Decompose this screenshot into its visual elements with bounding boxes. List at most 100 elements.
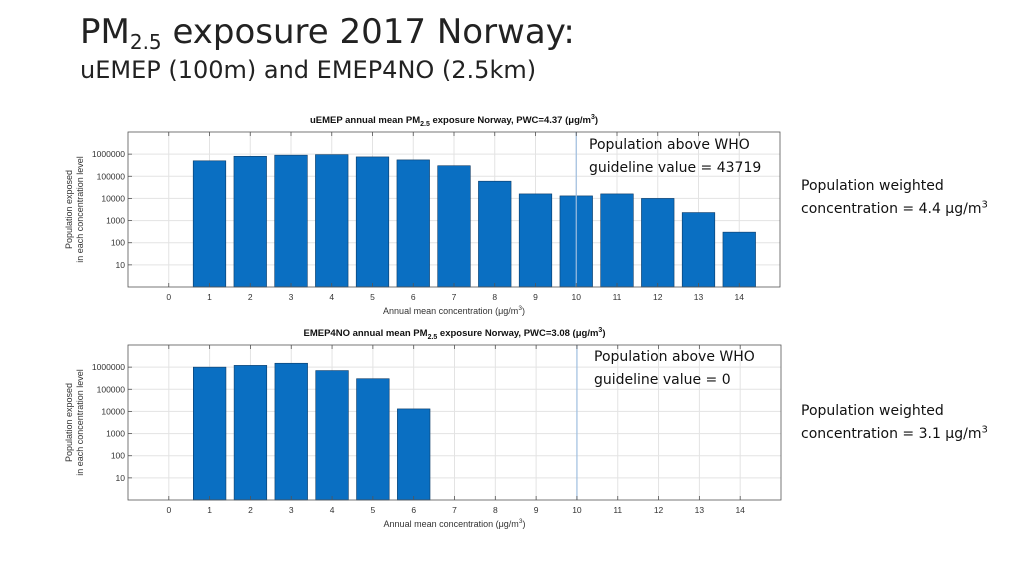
slide-title: PM2.5 exposure 2017 Norway: uEMEP (100m)… [80, 12, 575, 84]
bar-1 [192, 160, 227, 288]
bar-4 [315, 370, 349, 501]
chart-title-sup: 3 [591, 114, 595, 121]
who-annotation-1: Population above WHO guideline value = 4… [589, 134, 761, 180]
bar-6 [397, 408, 431, 501]
x-tick-label: 13 [695, 505, 705, 515]
who-annotation-1-line2: guideline value = 43719 [589, 160, 762, 176]
x-tick-label: 11 [613, 292, 622, 302]
chart-title-2: EMEP4NO annual mean PM2.5 exposure Norwa… [304, 327, 606, 341]
y-tick-label: 100 [111, 451, 125, 461]
title-subscript: 2.5 [129, 30, 162, 54]
x-tick-label: 9 [533, 292, 538, 302]
who-annotation-1-line1: Population above WHO [589, 137, 750, 153]
x-tick-label: 6 [411, 292, 416, 302]
x-axis-label-part: Annual mean concentration (μg/m [383, 306, 518, 316]
x-axis-label-part: ) [522, 306, 525, 316]
x-tick-label: 1 [207, 292, 212, 302]
slide-title-main: PM2.5 exposure 2017 Norway: [80, 12, 575, 54]
chart-title-part: uEMEP annual mean PM [310, 115, 420, 126]
chart-title-part: ) [602, 328, 605, 339]
x-tick-label: 1 [207, 505, 212, 515]
who-annotation-2-line2: guideline value = 0 [594, 372, 731, 388]
pwc-annotation-1-sup: 3 [981, 199, 988, 211]
x-tick-label: 12 [654, 505, 664, 515]
x-tick-label: 3 [289, 292, 294, 302]
bar-1 [193, 366, 227, 501]
bar-5 [355, 156, 390, 288]
title-rest: exposure 2017 Norway: [161, 12, 575, 52]
x-tick-label: 10 [572, 292, 582, 302]
x-tick-label: 10 [572, 505, 582, 515]
x-tick-label: 11 [613, 505, 622, 515]
y-tick-label: 1000 [106, 216, 125, 226]
chart-title-sub: 2.5 [420, 121, 430, 128]
y-tick-label: 10 [116, 473, 126, 483]
chart-title-1: uEMEP annual mean PM2.5 exposure Norway,… [310, 114, 598, 128]
pwc-annotation-2: Population weighted concentration = 3.1 … [801, 400, 988, 446]
chart-title-sup: 3 [598, 327, 602, 334]
chart-1: 0 1 2 3 4 5 6 7 8 9 10 11 12 13 1410100100010000100000… [64, 114, 781, 316]
x-axis-label-sup: 3 [518, 305, 522, 312]
chart-title-part: EMEP4NO annual mean PM [304, 328, 428, 339]
pwc-annotation-1: Population weighted concentration = 4.4 … [801, 175, 988, 221]
bar-8 [478, 180, 512, 288]
x-axis-label-sup: 3 [519, 518, 523, 525]
bar-2 [233, 365, 268, 501]
x-tick-label: 14 [735, 505, 745, 515]
y-axis-label-line2-2: in each concentration level [75, 369, 85, 476]
who-annotation-2: Population above WHO guideline value = 0 [594, 346, 755, 392]
x-tick-label: 4 [330, 505, 335, 515]
x-axis-label-part: Annual mean concentration (μg/m [384, 519, 519, 529]
x-axis-label-2: Annual mean concentration (μg/m3) [384, 518, 526, 529]
bar-5 [356, 378, 390, 501]
x-tick-label: 3 [289, 505, 294, 515]
x-tick-label: 7 [452, 292, 457, 302]
y-tick-label: 1000 [106, 429, 125, 439]
bar-9 [518, 193, 553, 288]
slide-subtitle: uEMEP (100m) and EMEP4NO (2.5km) [80, 56, 537, 84]
x-axis-label-part: ) [522, 519, 525, 529]
x-tick-label: 5 [371, 505, 376, 515]
pwc-annotation-2-sup: 3 [981, 424, 988, 436]
pwc-annotation-1-line2-wrap: concentration = 4.4 µg/m3 [801, 198, 988, 221]
bar-2 [233, 155, 267, 288]
chart-2: 0 1 2 3 4 5 6 7 8 9 10 11 12 13 1410100100010000100000… [64, 327, 782, 529]
x-axis-label-1: Annual mean concentration (μg/m3) [383, 305, 525, 316]
x-tick-label: 6 [411, 505, 416, 515]
x-tick-label: 4 [329, 292, 334, 302]
pwc-annotation-1-line2: concentration = 4.4 µg/m [801, 201, 982, 217]
y-tick-label: 100000 [97, 384, 126, 394]
bar-4 [315, 154, 349, 288]
pwc-annotation-2-line2-wrap: concentration = 3.1 µg/m3 [801, 423, 988, 446]
x-tick-label: 2 [248, 292, 253, 302]
x-tick-label: 0 [166, 292, 171, 302]
bar-7 [437, 165, 471, 288]
bar-6 [396, 159, 430, 288]
x-tick-label: 0 [166, 505, 171, 515]
y-tick-label: 10000 [101, 193, 125, 203]
pwc-annotation-1-line1: Population weighted [801, 178, 944, 194]
bar-12 [641, 198, 675, 288]
x-tick-label: 5 [370, 292, 375, 302]
y-tick-label: 10000 [101, 406, 125, 416]
x-tick-label: 9 [534, 505, 539, 515]
title-prefix: PM [80, 12, 130, 52]
bar-3 [274, 362, 308, 501]
x-tick-label: 13 [694, 292, 704, 302]
chart-title-part: exposure Norway, PWC=3.08 (μg/m [437, 328, 598, 339]
y-tick-label: 1000000 [92, 149, 125, 159]
y-axis-label-line1-1: Population exposed [64, 170, 74, 249]
x-tick-label: 8 [492, 292, 497, 302]
x-tick-label: 12 [653, 292, 663, 302]
y-axis-label-line1-2: Population exposed [64, 383, 74, 462]
x-tick-label: 2 [248, 505, 253, 515]
x-tick-label: 7 [452, 505, 457, 515]
bar-14 [722, 231, 756, 288]
chart-title-part: exposure Norway, PWC=4.37 (μg/m [430, 115, 591, 126]
chart-title-part: ) [595, 115, 598, 126]
x-tick-label: 8 [493, 505, 498, 515]
y-tick-label: 1000000 [92, 362, 125, 372]
who-annotation-2-line1: Population above WHO [594, 349, 755, 365]
y-tick-label: 10 [116, 260, 126, 270]
